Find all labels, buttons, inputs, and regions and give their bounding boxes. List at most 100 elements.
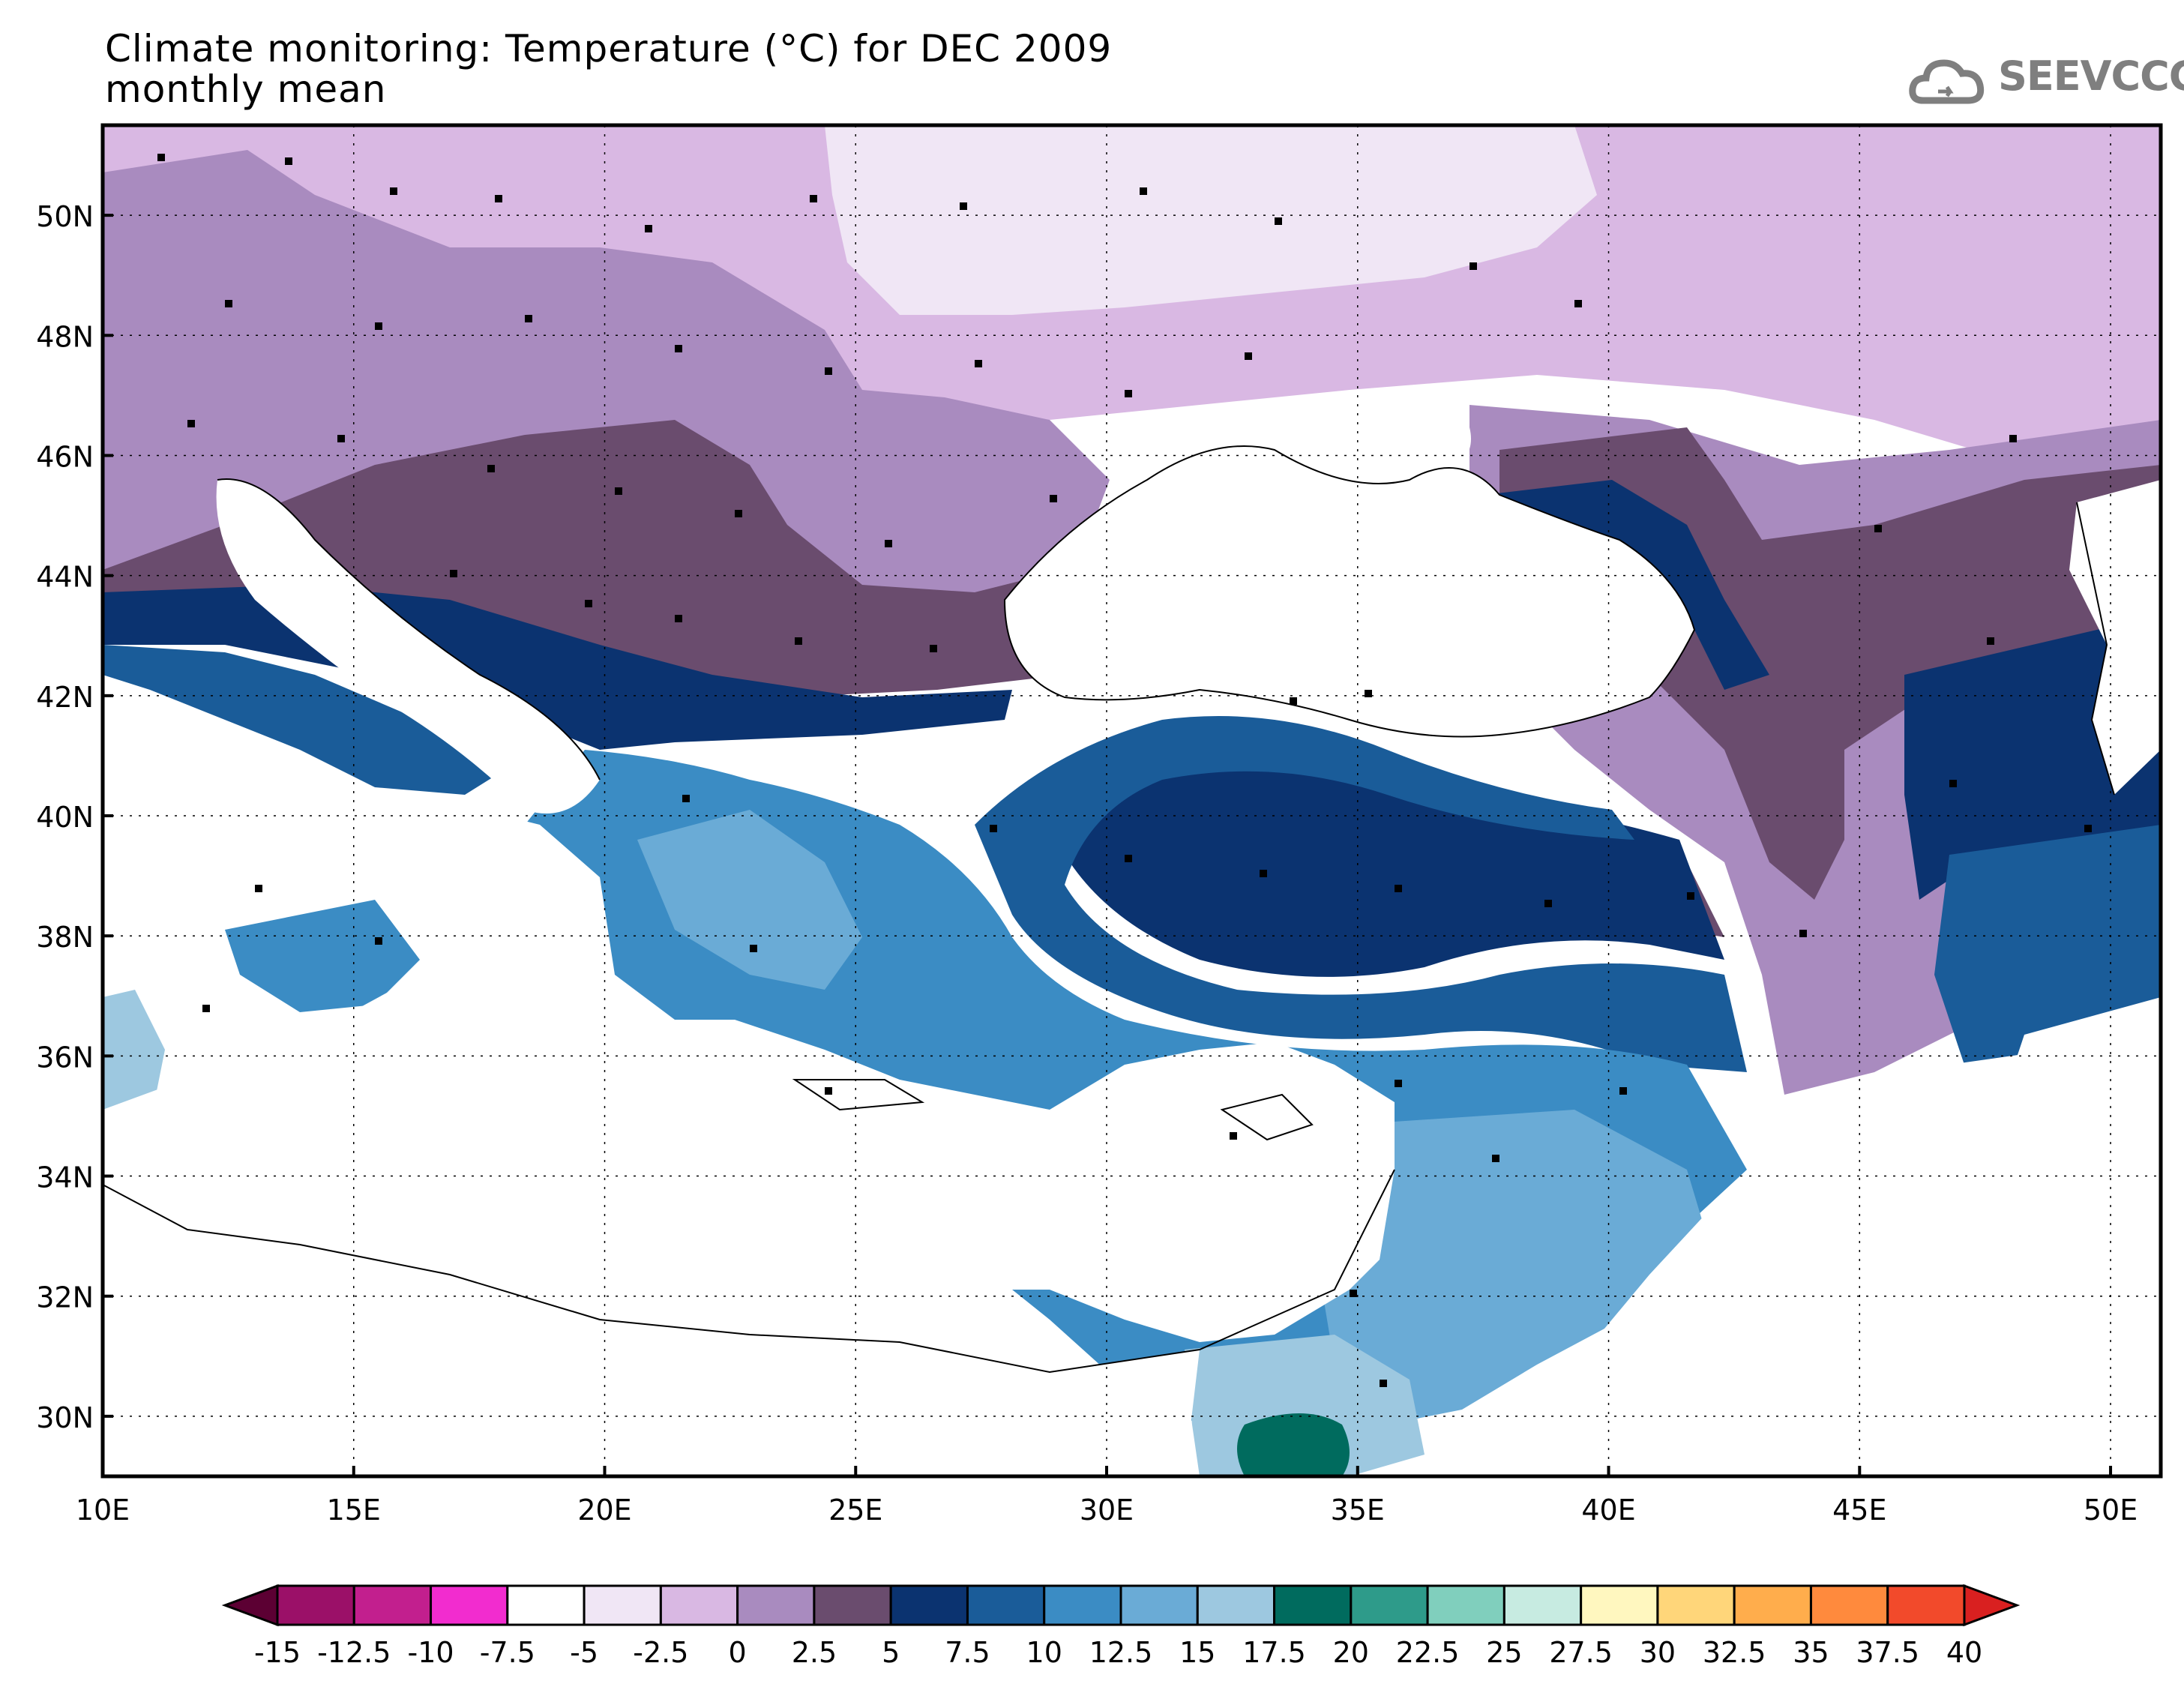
- colorbar-swatch: [966, 1584, 1046, 1626]
- arabia-land: [1425, 1035, 2161, 1476]
- colorbar-label: -15: [254, 1636, 301, 1669]
- colorbar-swatch: [583, 1584, 662, 1626]
- band-navy-caucasus: [1484, 480, 1769, 690]
- x-tick-label: 50E: [2084, 1494, 2138, 1527]
- band-steel-italy: [225, 900, 420, 1012]
- colorbar-label: -10: [408, 1636, 454, 1669]
- colorbar-label: 2.5: [792, 1636, 837, 1669]
- x-tick-label: 30E: [1080, 1494, 1134, 1527]
- band-pale-north: [825, 125, 1597, 315]
- colorbar-swatch: [1580, 1584, 1659, 1626]
- y-tick-label: 46N: [36, 440, 94, 473]
- colorbar-swatch: [889, 1584, 969, 1626]
- colorbar-label: 27.5: [1549, 1636, 1613, 1669]
- band-teal-sinai: [1237, 1413, 1350, 1476]
- x-tick-label: 40E: [1581, 1494, 1635, 1527]
- x-tick-label: 35E: [1331, 1494, 1385, 1527]
- y-tick-label: 36N: [36, 1041, 94, 1074]
- colorbar-swatch: [1733, 1584, 1812, 1626]
- chart-title: Climate monitoring: Temperature (°C) for…: [105, 27, 1113, 70]
- colorbar-label: 32.5: [1703, 1636, 1766, 1669]
- colorbar-swatch: [1350, 1584, 1429, 1626]
- colorbar-swatch: [1043, 1584, 1122, 1626]
- colorbar-swatch: [352, 1584, 433, 1626]
- y-tick-label: 34N: [36, 1161, 94, 1194]
- colorbar-swatch: [1502, 1584, 1583, 1626]
- y-tick-label: 38N: [36, 921, 94, 954]
- y-axis: 30N 32N 34N 36N 38N 40N 42N 44N 46N 48N 50N: [36, 200, 113, 1434]
- mediterranean-sea: [103, 810, 1395, 1342]
- gridlines: [103, 125, 2161, 1476]
- colorbar-label: -2.5: [633, 1636, 688, 1669]
- y-tick-label: 32N: [36, 1281, 94, 1314]
- band-navy-anatolia: [1050, 720, 1724, 977]
- x-tick-label: 25E: [828, 1494, 882, 1527]
- y-tick-label: 42N: [36, 681, 94, 714]
- band-lightblue-aegean: [637, 810, 862, 990]
- colorbar-label: 30: [1640, 1636, 1676, 1669]
- y-tick-label: 40N: [36, 801, 94, 834]
- band-blue-turkey: [975, 716, 1747, 1072]
- colorbar-swatch: [813, 1584, 892, 1626]
- colorbar-swatch: [1196, 1584, 1276, 1626]
- colorbar-label: 5: [882, 1636, 900, 1669]
- band-navy-caspian: [1904, 615, 2161, 900]
- colorbar-label: -7.5: [480, 1636, 535, 1669]
- coastlines: [103, 445, 2115, 1374]
- colorbar-label: 0: [729, 1636, 747, 1669]
- colorbar-swatch: [1426, 1584, 1505, 1626]
- colorbar-swatch: [1809, 1584, 1889, 1626]
- adriatic-sea: [216, 479, 600, 814]
- colorbar-label: 25: [1486, 1636, 1522, 1669]
- colorbar: -15 -12.5 -10 -7.5 -5 -2.5 0 2.5 5 7.5 10 12.5 15 17.…: [221, 1584, 2021, 1669]
- colorbar-swatch: [276, 1584, 355, 1626]
- seevccc-logo: [1909, 59, 1985, 104]
- band-blue-iran: [1934, 825, 2161, 1080]
- band-lavender-north: [103, 125, 2161, 525]
- colorbar-swatch: [1273, 1584, 1353, 1626]
- azov-sea: [1395, 414, 1471, 472]
- colorbar-swatch: [1119, 1584, 1199, 1626]
- colorbar-label: -12.5: [317, 1636, 391, 1669]
- colorbar-label: 22.5: [1396, 1636, 1460, 1669]
- colorbar-label: 37.5: [1856, 1636, 1919, 1669]
- colorbar-swatch: [736, 1584, 816, 1626]
- colorbar-high-arrow: [1963, 1584, 2021, 1627]
- x-tick-label: 15E: [327, 1494, 381, 1527]
- x-tick-label: 20E: [577, 1494, 631, 1527]
- black-sea: [1005, 446, 1694, 737]
- cloud-icon: [1909, 59, 1985, 104]
- y-tick-label: 48N: [36, 320, 94, 353]
- colorbar-swatch: [506, 1584, 586, 1626]
- map-frame: [100, 123, 2163, 1479]
- y-tick-label: 44N: [36, 561, 94, 594]
- colorbar-label: 40: [1946, 1636, 1982, 1669]
- colorbar-swatch: [430, 1584, 509, 1626]
- x-tick-label: 10E: [76, 1494, 130, 1527]
- y-tick-label: 50N: [36, 200, 94, 233]
- colorbar-low-arrow: [221, 1584, 279, 1627]
- chart-subtitle: monthly mean: [105, 67, 387, 111]
- band-darkpurple-balkans: [103, 420, 1125, 697]
- band-paleblue-tunisia: [103, 990, 165, 1125]
- colorbar-label: -5: [570, 1636, 598, 1669]
- colorbar-label: 20: [1333, 1636, 1369, 1669]
- station-markers: [157, 154, 2092, 1387]
- x-axis: 10E 15E 20E 25E 30E 35E 40E 45E 50E: [76, 1466, 2138, 1527]
- colorbar-label: 17.5: [1242, 1636, 1306, 1669]
- colorbar-label: 10: [1026, 1636, 1062, 1669]
- logo-text: SEEVCCC: [1998, 52, 2184, 100]
- caspian-sea: [2069, 480, 2161, 795]
- temperature-fields: [103, 125, 2161, 1476]
- x-tick-label: 45E: [1832, 1494, 1886, 1527]
- colorbar-swatch: [1656, 1584, 1736, 1626]
- colorbar-swatch: [659, 1584, 739, 1626]
- colorbar-label: 12.5: [1089, 1636, 1153, 1669]
- colorbar-swatch: [1886, 1584, 1966, 1626]
- colorbar-label: 35: [1793, 1636, 1829, 1669]
- band-lightblue-levant: [1320, 1110, 1709, 1425]
- y-tick-label: 30N: [36, 1401, 94, 1434]
- colorbar-label: 7.5: [945, 1636, 990, 1669]
- band-blue-italy: [103, 645, 525, 795]
